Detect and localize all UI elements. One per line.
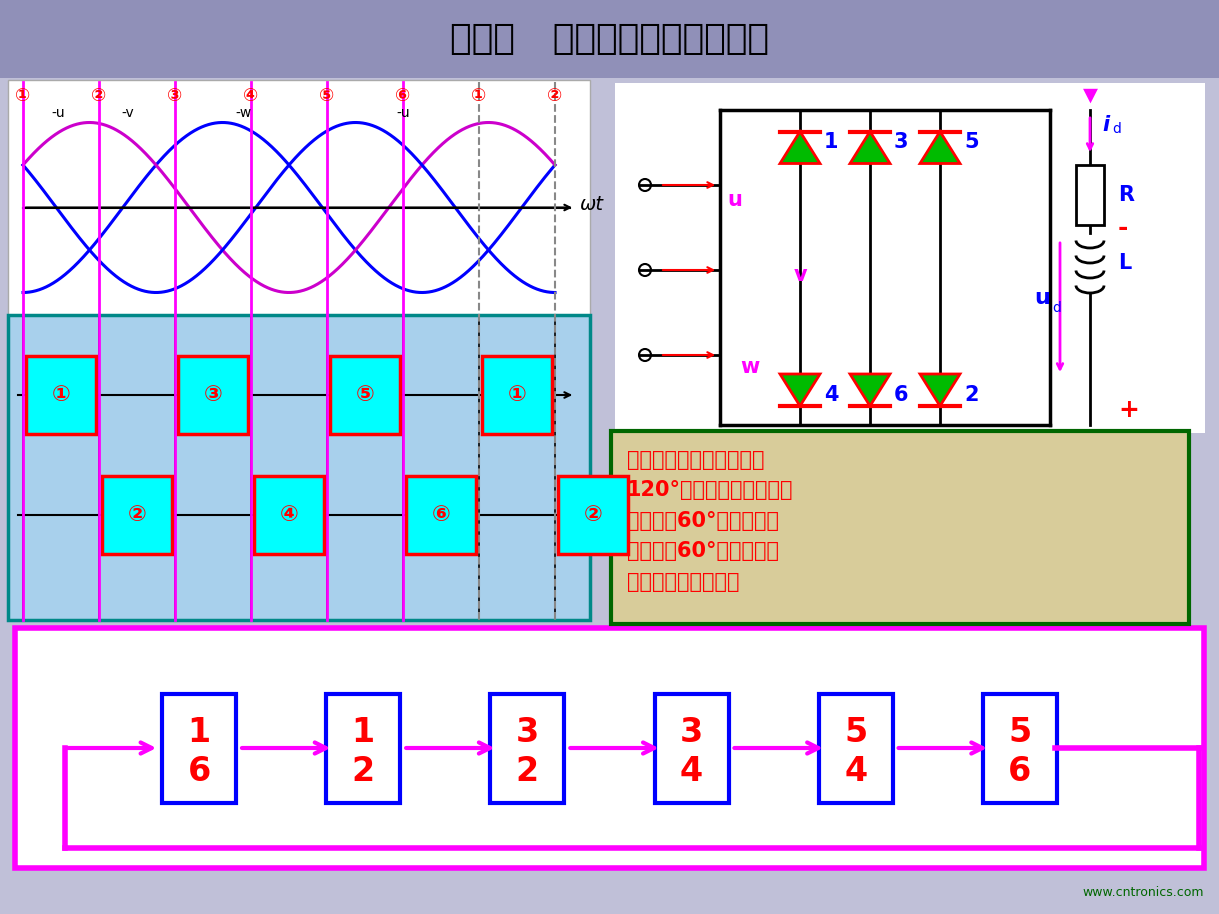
Text: 6: 6 bbox=[188, 755, 211, 788]
Text: ②: ② bbox=[547, 87, 563, 105]
Text: ②: ② bbox=[584, 505, 602, 525]
Polygon shape bbox=[780, 132, 820, 164]
Text: ⑤: ⑤ bbox=[356, 385, 374, 405]
Text: ωt: ωt bbox=[580, 195, 603, 214]
FancyBboxPatch shape bbox=[482, 356, 552, 434]
Text: ①: ① bbox=[16, 87, 30, 105]
FancyBboxPatch shape bbox=[254, 476, 324, 554]
Text: ⑤: ⑤ bbox=[319, 87, 335, 105]
Text: v: v bbox=[794, 265, 807, 285]
Text: 1: 1 bbox=[824, 133, 839, 153]
Text: ④: ④ bbox=[279, 505, 299, 525]
FancyBboxPatch shape bbox=[330, 356, 400, 434]
Text: ②: ② bbox=[91, 87, 106, 105]
Text: u: u bbox=[728, 190, 742, 210]
Text: -: - bbox=[1118, 216, 1129, 240]
FancyBboxPatch shape bbox=[655, 694, 729, 802]
Text: ①: ① bbox=[472, 87, 486, 105]
Polygon shape bbox=[780, 374, 820, 406]
Polygon shape bbox=[850, 132, 890, 164]
Text: 3: 3 bbox=[894, 133, 908, 153]
Polygon shape bbox=[920, 374, 961, 406]
FancyBboxPatch shape bbox=[611, 431, 1189, 624]
Text: ⑥: ⑥ bbox=[395, 87, 411, 105]
Bar bbox=[9, 80, 590, 315]
Text: ②: ② bbox=[128, 505, 146, 525]
Text: 1: 1 bbox=[352, 716, 375, 749]
Text: d: d bbox=[1112, 122, 1121, 136]
FancyBboxPatch shape bbox=[983, 694, 1057, 802]
FancyBboxPatch shape bbox=[558, 476, 628, 554]
Text: ⑥: ⑥ bbox=[432, 505, 451, 525]
Bar bbox=[616, 83, 1206, 433]
Bar bbox=[0, 0, 1219, 78]
Text: i: i bbox=[1102, 115, 1109, 135]
Text: ③: ③ bbox=[204, 385, 222, 405]
Text: -u: -u bbox=[51, 106, 65, 120]
Text: 3: 3 bbox=[680, 716, 703, 749]
FancyBboxPatch shape bbox=[490, 694, 564, 802]
Text: ④: ④ bbox=[244, 87, 258, 105]
Text: L: L bbox=[1118, 253, 1131, 273]
Text: 同组晶闸管之间脉冲互差
120°，共阳极与共阴极组
晶闸管差60°，只要脉冲
宽度大于60°，就能构成
回路，即宽脉冲方式: 同组晶闸管之间脉冲互差 120°，共阳极与共阴极组 晶闸管差60°，只要脉冲 宽… bbox=[627, 450, 794, 591]
Text: 4: 4 bbox=[680, 755, 703, 788]
Text: 4: 4 bbox=[844, 755, 867, 788]
Text: ①: ① bbox=[507, 385, 527, 405]
Polygon shape bbox=[850, 374, 890, 406]
Text: u: u bbox=[1034, 288, 1050, 307]
FancyBboxPatch shape bbox=[26, 356, 96, 434]
Text: 2: 2 bbox=[352, 755, 375, 788]
Bar bbox=[15, 628, 1204, 868]
Text: 5: 5 bbox=[964, 133, 979, 153]
Text: 2: 2 bbox=[964, 385, 979, 405]
Text: R: R bbox=[1118, 185, 1134, 205]
Text: 6: 6 bbox=[1008, 755, 1031, 788]
Text: 6: 6 bbox=[894, 385, 908, 405]
Text: 5: 5 bbox=[1008, 716, 1031, 749]
FancyBboxPatch shape bbox=[327, 694, 400, 802]
Text: w: w bbox=[740, 357, 759, 377]
Text: 1: 1 bbox=[188, 716, 211, 749]
Text: 第二节   三相桥式全控整流电路: 第二节 三相桥式全控整流电路 bbox=[450, 22, 769, 56]
Bar bbox=[1076, 165, 1104, 225]
Text: -u: -u bbox=[396, 106, 410, 120]
FancyBboxPatch shape bbox=[406, 476, 477, 554]
Text: 2: 2 bbox=[516, 755, 539, 788]
Text: -w: -w bbox=[235, 106, 251, 120]
Bar bbox=[9, 315, 590, 620]
Text: ③: ③ bbox=[167, 87, 183, 105]
Text: -v: -v bbox=[122, 106, 134, 120]
Text: d: d bbox=[1052, 301, 1061, 314]
Text: 4: 4 bbox=[824, 385, 839, 405]
FancyBboxPatch shape bbox=[819, 694, 892, 802]
Text: +: + bbox=[1118, 398, 1139, 422]
Text: 3: 3 bbox=[516, 716, 539, 749]
FancyBboxPatch shape bbox=[162, 694, 236, 802]
Polygon shape bbox=[920, 132, 961, 164]
Text: ①: ① bbox=[51, 385, 71, 405]
Text: www.cntronics.com: www.cntronics.com bbox=[1082, 886, 1204, 899]
Text: ▼: ▼ bbox=[1082, 86, 1097, 104]
FancyBboxPatch shape bbox=[102, 476, 172, 554]
Text: 5: 5 bbox=[844, 716, 868, 749]
FancyBboxPatch shape bbox=[178, 356, 249, 434]
